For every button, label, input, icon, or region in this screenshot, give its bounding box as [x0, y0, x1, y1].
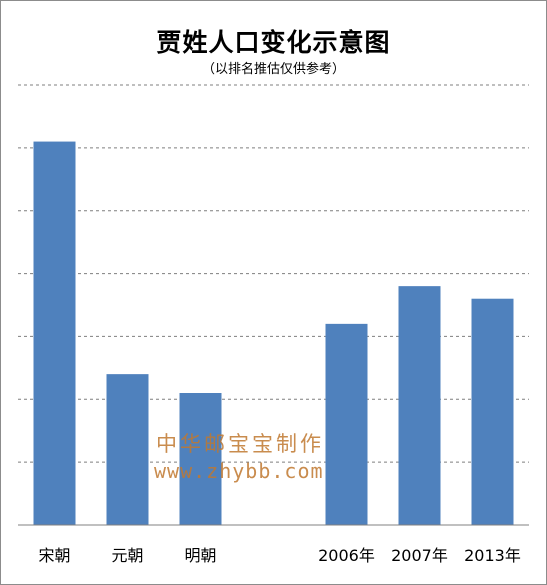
bar-0: [33, 141, 76, 526]
bar-5: [398, 286, 441, 525]
bar-1: [106, 374, 149, 525]
watermark-url: www.zhybb.com: [154, 459, 324, 483]
chart-title: 贾姓人口变化示意图: [156, 28, 391, 57]
bar-4: [325, 323, 368, 525]
category-label-0: 宋朝: [38, 546, 70, 565]
category-label-4: 2006年: [318, 546, 375, 565]
category-label-2: 明朝: [184, 546, 216, 565]
gridlines: [18, 84, 529, 463]
watermark-logo-text: 中华邮宝宝制作: [156, 432, 324, 456]
category-label-6: 2013年: [464, 546, 521, 565]
category-labels: 宋朝 元朝 明朝 2006年 2007年 2013年: [38, 546, 520, 565]
bar-6: [471, 298, 514, 525]
bars: [33, 141, 514, 526]
chart-subtitle: （以排名推估仅供参考）: [201, 62, 345, 77]
category-label-1: 元朝: [111, 546, 143, 565]
bar-2: [179, 393, 222, 525]
category-label-5: 2007年: [391, 546, 448, 565]
